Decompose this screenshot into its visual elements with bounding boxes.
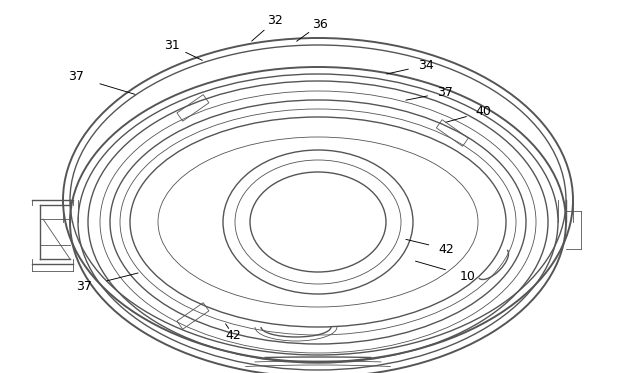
- Text: 36: 36: [312, 18, 328, 31]
- Text: 10: 10: [460, 270, 475, 282]
- Text: 37: 37: [68, 70, 83, 83]
- Bar: [177, 95, 209, 121]
- Text: 42: 42: [439, 243, 454, 256]
- Text: 37: 37: [77, 280, 92, 293]
- Text: 32: 32: [268, 14, 283, 27]
- Bar: [436, 120, 468, 146]
- Text: 42: 42: [226, 329, 241, 342]
- Bar: [177, 303, 209, 329]
- Text: 37: 37: [437, 86, 452, 99]
- Text: 34: 34: [418, 59, 433, 72]
- Text: 40: 40: [476, 106, 491, 118]
- Text: 31: 31: [164, 39, 179, 52]
